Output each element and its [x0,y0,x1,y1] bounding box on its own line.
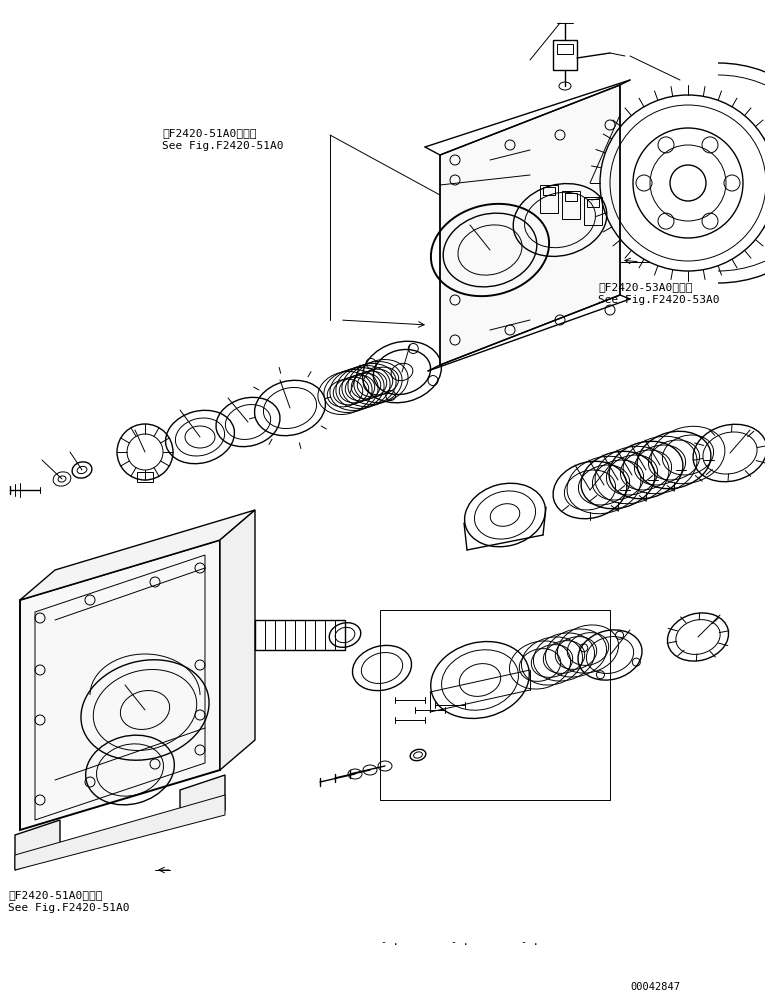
Bar [543,187,555,195]
Polygon shape [220,510,255,770]
Bar [584,197,602,225]
Polygon shape [180,775,225,825]
Polygon shape [15,795,225,870]
Bar [540,185,558,213]
Polygon shape [440,85,620,365]
Text: - .: - . [381,937,399,947]
Polygon shape [20,510,255,600]
Text: 第F2420-51A0図参照
See Fig.F2420-51A0: 第F2420-51A0図参照 See Fig.F2420-51A0 [162,128,284,151]
Bar [255,620,345,650]
Bar [553,40,577,70]
Text: 第F2420-51A0図参照
See Fig.F2420-51A0: 第F2420-51A0図参照 See Fig.F2420-51A0 [8,890,129,913]
Bar [587,199,599,207]
Text: 00042847: 00042847 [630,982,680,992]
Text: - .: - . [451,937,469,947]
Text: 第F2420-53A0図参照
See Fig.F2420-53A0: 第F2420-53A0図参照 See Fig.F2420-53A0 [598,282,720,305]
Polygon shape [20,540,220,830]
Text: - .: - . [521,937,539,947]
Bar [562,191,580,219]
Bar [565,193,577,201]
Bar [380,610,610,800]
Bar [137,472,153,482]
Bar [557,44,573,54]
Polygon shape [15,820,60,870]
